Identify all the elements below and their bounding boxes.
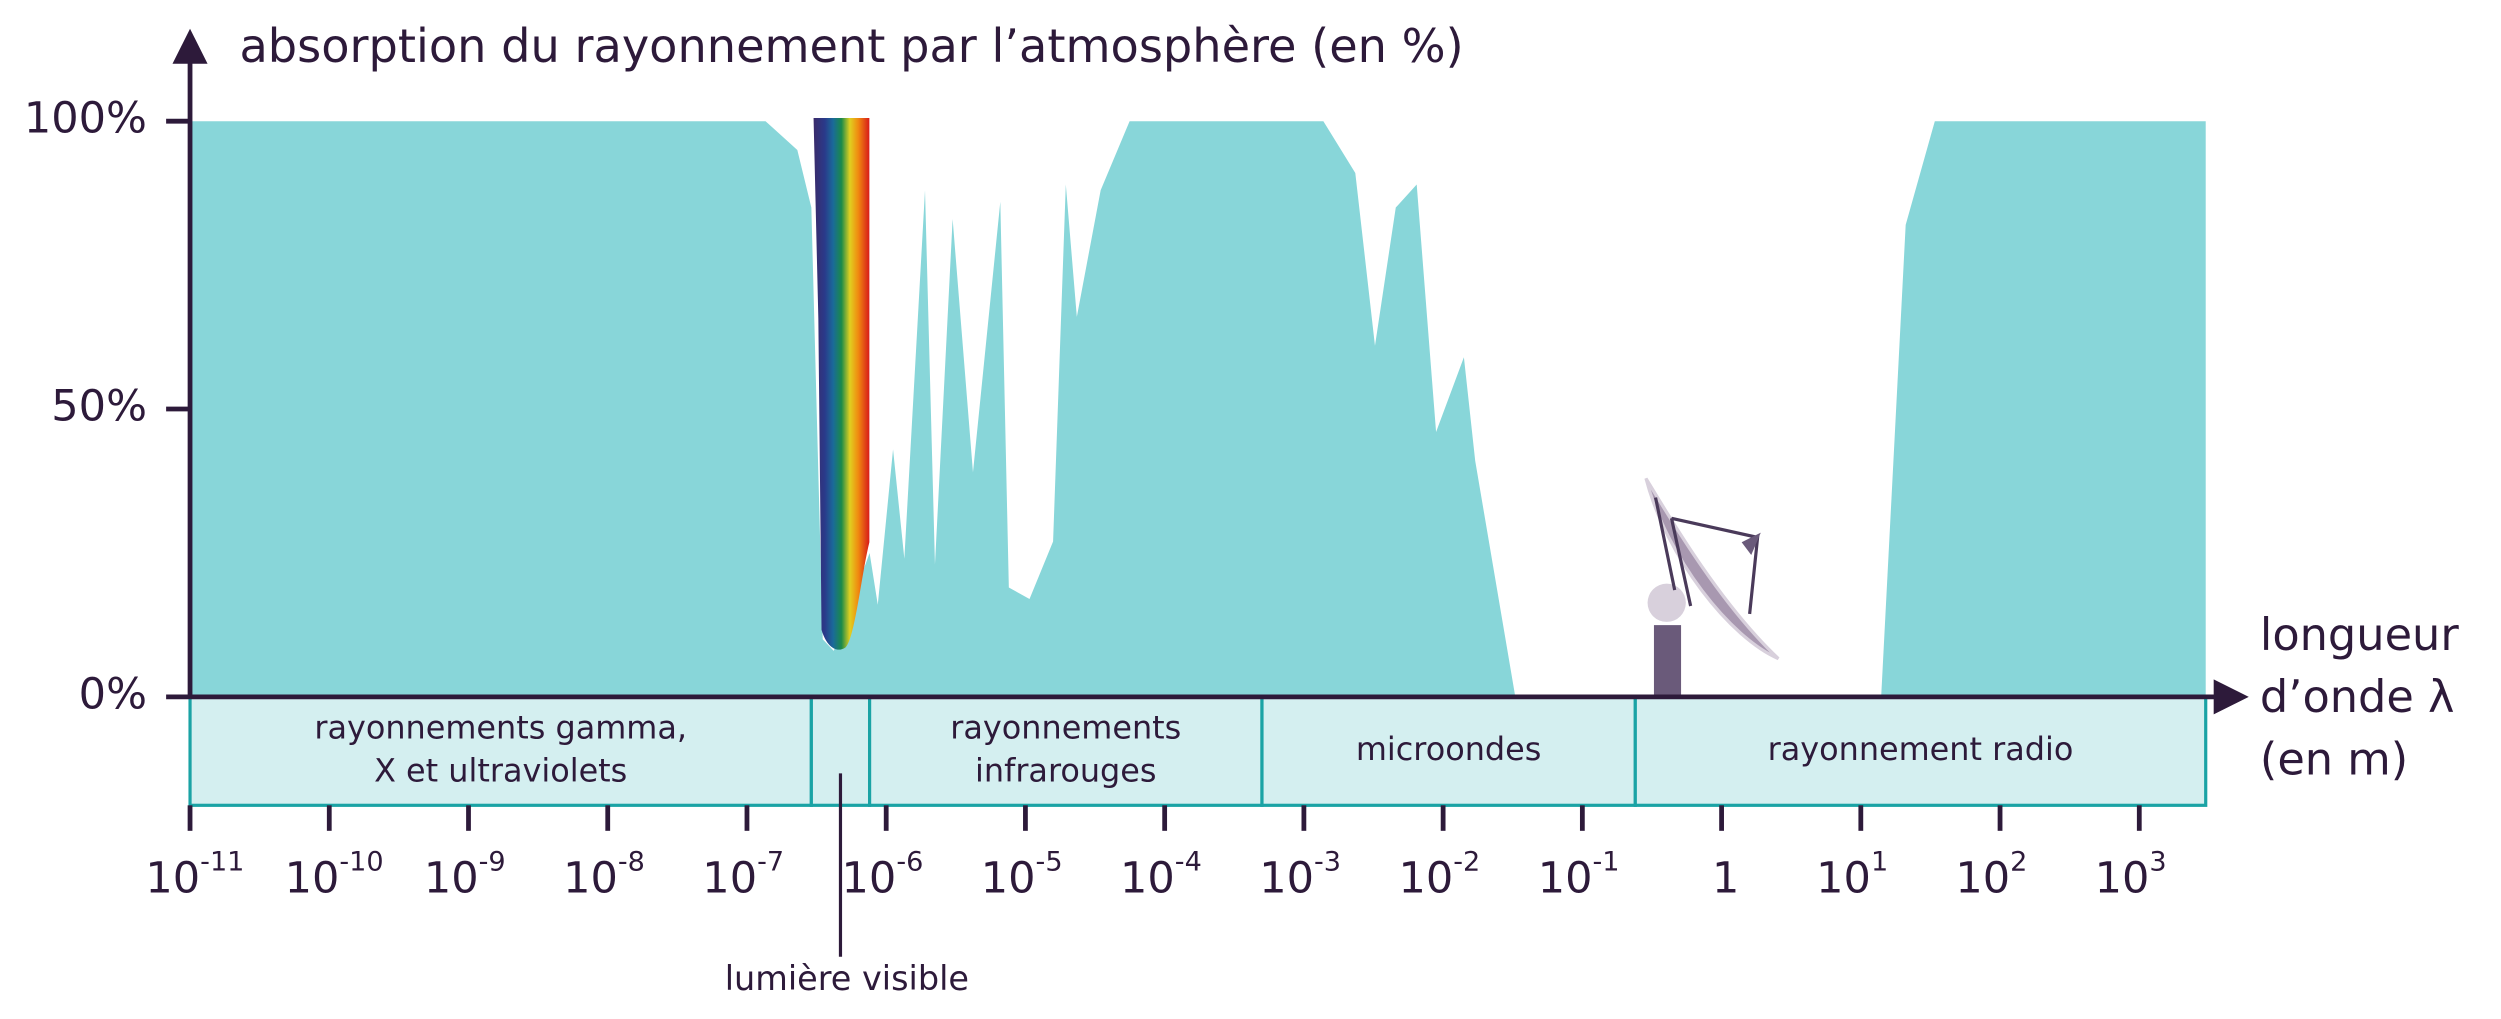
- x-tick-label: 10-5: [981, 846, 1063, 903]
- x-tick-base: 10: [981, 853, 1036, 903]
- area-layer: [190, 121, 2206, 697]
- telescope-dish: [1644, 477, 1780, 661]
- x-tick-base: 10: [1955, 853, 2010, 903]
- x-tick-exponent: -8: [618, 846, 645, 877]
- x-tick-label: 102: [1955, 846, 2027, 903]
- band-layer: rayonnements gamma, X et ultraviolets rayo…: [188, 695, 2208, 807]
- x-tick-base: 10: [1816, 853, 1871, 903]
- x-tick-base: 10: [2095, 853, 2150, 903]
- band-label: rayonnements gamma,: [314, 709, 687, 747]
- x-tick-base: 10: [702, 853, 757, 903]
- x-tick-label: 10-8: [563, 846, 645, 903]
- telescope-receiver: [1741, 532, 1761, 555]
- x-axis-label: d’onde λ: [2260, 671, 2455, 723]
- x-tick-base: 10: [1120, 853, 1175, 903]
- spectrum-band: [1633, 695, 2208, 807]
- x-tick-label: 10-10: [285, 846, 384, 903]
- x-tick-exponent: -11: [200, 846, 244, 877]
- x-tick-exponent: -7: [757, 846, 784, 877]
- x-tick-base: 10: [424, 853, 479, 903]
- x-tick-exponent: -1: [1592, 846, 1619, 877]
- band-label: infrarouges: [975, 752, 1156, 790]
- x-tick-base: 10: [563, 853, 618, 903]
- x-tick-base: 10: [1398, 853, 1453, 903]
- annotation: lumière visible: [725, 959, 969, 998]
- x-tick-base: 1: [1712, 853, 1739, 903]
- telescope-joint: [1647, 583, 1686, 622]
- x-axis-arrow: [2213, 679, 2249, 715]
- x-tick-exponent: -4: [1175, 846, 1202, 877]
- x-tick-exponent: -5: [1036, 846, 1063, 877]
- x-tick-label: 101: [1816, 846, 1888, 903]
- x-tick-exponent: -3: [1314, 846, 1341, 877]
- radio-telescope: [1644, 477, 1780, 697]
- x-tick-base: 10: [145, 853, 200, 903]
- telescope-pole: [1653, 625, 1682, 697]
- x-tick-exponent: -6: [896, 846, 923, 877]
- x-tick-label: 10-11: [145, 846, 244, 903]
- x-tick-exponent: -2: [1453, 846, 1480, 877]
- x-tick-label: 10-7: [702, 846, 784, 903]
- x-tick-label: 10-3: [1259, 846, 1341, 903]
- x-tick-exponent: 2: [2010, 846, 2027, 877]
- y-tick-label: 50%: [51, 382, 147, 432]
- x-tick-label: 10-4: [1120, 846, 1202, 903]
- x-tick-label: 10-1: [1538, 846, 1620, 903]
- x-tick-base: 10: [285, 853, 340, 903]
- spectrum-band: [188, 695, 813, 807]
- band-label: rayonnements: [950, 709, 1181, 747]
- x-tick-base: 10: [842, 853, 897, 903]
- chart-title: absorption du rayonnement par l’atmosphè…: [239, 19, 1463, 73]
- band-label: microondes: [1356, 730, 1542, 768]
- band-label: X et ultraviolets: [374, 752, 627, 790]
- spectrum-band: [868, 695, 1264, 807]
- x-tick-base: 10: [1259, 853, 1314, 903]
- visible-spectrum: [813, 118, 870, 650]
- absorption-area: [190, 121, 2206, 697]
- x-tick-exponent: 3: [2149, 846, 2166, 877]
- x-tick-exponent: -9: [479, 846, 506, 877]
- x-tick-base: 10: [1538, 853, 1593, 903]
- x-tick-label: 10-6: [842, 846, 924, 903]
- x-tick-exponent: 1: [1871, 846, 1888, 877]
- x-tick-label: 10-9: [424, 846, 506, 903]
- x-tick-label: 1: [1712, 853, 1739, 903]
- y-axis-arrow: [172, 28, 208, 64]
- x-axis-label: longueur: [2260, 609, 2459, 661]
- x-tick-exponent: -10: [339, 846, 383, 877]
- x-axis-label: (en m): [2260, 733, 2408, 785]
- x-tick-label: 103: [2095, 846, 2167, 903]
- x-tick-label: 10-2: [1398, 846, 1480, 903]
- y-tick-label: 0%: [79, 669, 147, 719]
- y-tick-label: 100%: [24, 94, 147, 144]
- band-label: rayonnement radio: [1768, 730, 2074, 768]
